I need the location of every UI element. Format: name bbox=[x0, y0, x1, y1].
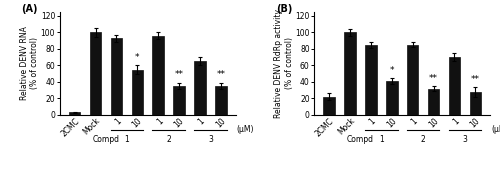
Text: Compd: Compd bbox=[347, 135, 374, 144]
Bar bbox=[90, 32, 102, 115]
Text: 3: 3 bbox=[208, 135, 213, 144]
Text: **: ** bbox=[471, 75, 480, 84]
Bar bbox=[152, 36, 164, 115]
Y-axis label: Relative DENV RNA
(% of control): Relative DENV RNA (% of control) bbox=[20, 26, 39, 100]
Bar bbox=[344, 32, 356, 115]
Bar bbox=[110, 38, 122, 115]
Text: Compd: Compd bbox=[92, 135, 120, 144]
Bar bbox=[448, 57, 460, 115]
Text: 2: 2 bbox=[166, 135, 171, 144]
Text: (μM): (μM) bbox=[236, 125, 254, 134]
Bar bbox=[386, 81, 398, 115]
Text: *: * bbox=[135, 53, 140, 62]
Bar bbox=[132, 70, 143, 115]
Text: 1: 1 bbox=[124, 135, 129, 144]
Bar bbox=[174, 86, 185, 115]
Bar bbox=[194, 61, 205, 115]
Text: (μM): (μM) bbox=[491, 125, 500, 134]
Bar bbox=[69, 112, 80, 115]
Text: (A): (A) bbox=[22, 4, 38, 14]
Text: (B): (B) bbox=[276, 4, 292, 14]
Y-axis label: Relative DENV RdRp activity
(% of control): Relative DENV RdRp activity (% of contro… bbox=[274, 9, 293, 118]
Bar bbox=[324, 97, 335, 115]
Text: 2: 2 bbox=[421, 135, 426, 144]
Bar bbox=[365, 45, 376, 115]
Text: **: ** bbox=[429, 74, 438, 83]
Text: *: * bbox=[390, 66, 394, 75]
Text: 3: 3 bbox=[462, 135, 468, 144]
Bar bbox=[215, 86, 226, 115]
Text: 1: 1 bbox=[379, 135, 384, 144]
Text: **: ** bbox=[174, 70, 184, 79]
Bar bbox=[470, 92, 481, 115]
Text: **: ** bbox=[216, 70, 226, 79]
Bar bbox=[428, 89, 440, 115]
Bar bbox=[407, 45, 418, 115]
